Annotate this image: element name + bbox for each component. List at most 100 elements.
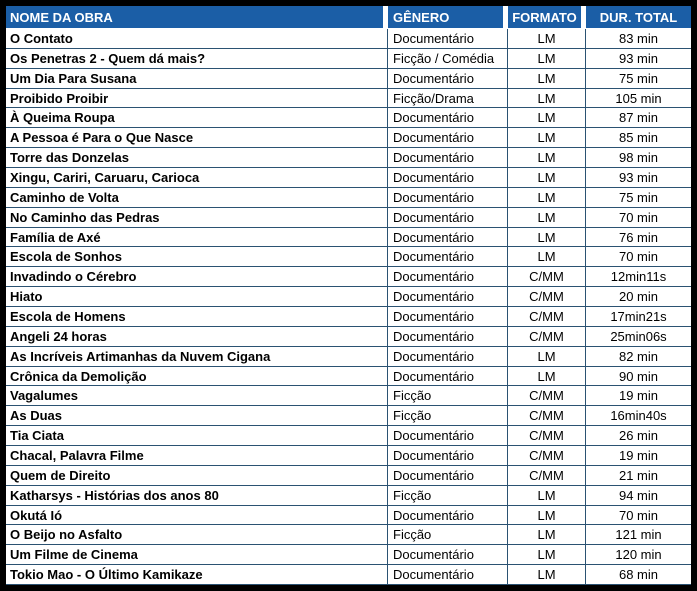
cell-duration: 121 min bbox=[586, 525, 691, 546]
cell-format: LM bbox=[508, 187, 586, 208]
cell-genre: Documentário bbox=[388, 307, 508, 327]
cell-genre: Documentário bbox=[388, 227, 508, 248]
cell-name: Angeli 24 horas bbox=[6, 326, 388, 347]
cell-format: C/MM bbox=[508, 287, 586, 308]
cell-genre: Documentário bbox=[388, 287, 508, 308]
cell-name: As Duas bbox=[6, 406, 388, 427]
cell-format: C/MM bbox=[508, 465, 586, 486]
cell-duration: 76 min bbox=[586, 228, 691, 248]
table-row: Quem de Direito Documentário C/MM 21 min bbox=[6, 465, 691, 486]
cell-format: LM bbox=[508, 29, 586, 49]
cell-name: Chacal, Palavra Filme bbox=[6, 446, 388, 466]
cell-genre: Ficção / Comédia bbox=[388, 48, 508, 69]
cell-genre: Ficção/Drama bbox=[388, 88, 508, 109]
cell-duration: 16min40s bbox=[586, 406, 691, 427]
cell-format: C/MM bbox=[508, 267, 586, 288]
cell-format: LM bbox=[508, 545, 586, 566]
table-row: Um Filme de Cinema Documentário LM 120 m… bbox=[6, 545, 691, 566]
table-row: As Duas Ficção C/MM 16min40s bbox=[6, 406, 691, 427]
cell-duration: 90 min bbox=[586, 367, 691, 387]
cell-format: C/MM bbox=[508, 386, 586, 407]
cell-duration: 83 min bbox=[586, 29, 691, 49]
cell-name: Tokio Mao - O Último Kamikaze bbox=[6, 565, 388, 585]
cell-format: LM bbox=[508, 207, 586, 228]
cell-format: LM bbox=[508, 505, 586, 526]
cell-genre: Documentário bbox=[388, 545, 508, 566]
table-row: As Incríveis Artimanhas da Nuvem Cigana … bbox=[6, 346, 691, 367]
cell-genre: Documentário bbox=[388, 168, 508, 188]
cell-format: LM bbox=[508, 108, 586, 129]
cell-format: LM bbox=[508, 346, 586, 367]
cell-duration: 105 min bbox=[586, 89, 691, 109]
cell-format: LM bbox=[508, 525, 586, 546]
cell-duration: 93 min bbox=[586, 49, 691, 69]
cell-format: C/MM bbox=[508, 326, 586, 347]
cell-name: As Incríveis Artimanhas da Nuvem Cigana bbox=[6, 346, 388, 367]
table-row: O Contato Documentário LM 83 min bbox=[6, 29, 691, 49]
cell-name: Invadindo o Cérebro bbox=[6, 267, 388, 288]
column-header-genero: GÊNERO bbox=[388, 6, 508, 28]
cell-genre: Documentário bbox=[388, 128, 508, 149]
cell-genre: Ficção bbox=[388, 406, 508, 427]
cell-name: Xingu, Cariri, Caruaru, Carioca bbox=[6, 168, 388, 188]
table-row: Família de Axé Documentário LM 76 min bbox=[6, 227, 691, 248]
cell-genre: Ficção bbox=[388, 485, 508, 506]
cell-format: LM bbox=[508, 128, 586, 149]
cell-name: Família de Axé bbox=[6, 227, 388, 248]
cell-name: Okutá Ió bbox=[6, 505, 388, 526]
cell-format: LM bbox=[508, 88, 586, 109]
cell-name: O Contato bbox=[6, 29, 388, 49]
table-row: Escola de Homens Documentário C/MM 17min… bbox=[6, 307, 691, 327]
cell-duration: 70 min bbox=[586, 208, 691, 228]
cell-format: C/MM bbox=[508, 446, 586, 466]
table-row: Katharsys - Histórias dos anos 80 Ficção… bbox=[6, 485, 691, 506]
cell-genre: Documentário bbox=[388, 565, 508, 585]
cell-duration: 70 min bbox=[586, 247, 691, 268]
table-row: Crônica da Demolição Documentário LM 90 … bbox=[6, 366, 691, 387]
table-body: O Contato Documentário LM 83 min Os Pene… bbox=[6, 29, 691, 585]
table-row: Tokio Mao - O Último Kamikaze Documentár… bbox=[6, 565, 691, 585]
cell-genre: Documentário bbox=[388, 267, 508, 288]
column-header-dur-total: DUR. TOTAL bbox=[586, 6, 691, 28]
table-row: Escola de Sonhos Documentário LM 70 min bbox=[6, 247, 691, 268]
cell-duration: 21 min bbox=[586, 466, 691, 486]
cell-genre: Documentário bbox=[388, 326, 508, 347]
cell-duration: 68 min bbox=[586, 565, 691, 585]
cell-format: LM bbox=[508, 168, 586, 188]
table-row: Um Dia Para Susana Documentário LM 75 mi… bbox=[6, 68, 691, 89]
cell-name: Katharsys - Histórias dos anos 80 bbox=[6, 485, 388, 506]
cell-genre: Documentário bbox=[388, 187, 508, 208]
cell-genre: Documentário bbox=[388, 446, 508, 466]
cell-genre: Ficção bbox=[388, 525, 508, 546]
cell-name: A Pessoa é Para o Que Nasce bbox=[6, 128, 388, 149]
cell-format: LM bbox=[508, 565, 586, 585]
cell-format: LM bbox=[508, 366, 586, 387]
cell-duration: 19 min bbox=[586, 446, 691, 466]
column-header-formato: FORMATO bbox=[508, 6, 586, 28]
cell-format: C/MM bbox=[508, 307, 586, 327]
cell-format: LM bbox=[508, 485, 586, 506]
table-row: Hiato Documentário C/MM 20 min bbox=[6, 287, 691, 308]
cell-name: Um Filme de Cinema bbox=[6, 545, 388, 566]
table-row: Xingu, Cariri, Caruaru, Carioca Document… bbox=[6, 168, 691, 188]
cell-duration: 87 min bbox=[586, 108, 691, 129]
cell-name: Proibido Proibir bbox=[6, 88, 388, 109]
cell-name: Quem de Direito bbox=[6, 465, 388, 486]
cell-name: No Caminho das Pedras bbox=[6, 207, 388, 228]
table-row: Tia Ciata Documentário C/MM 26 min bbox=[6, 426, 691, 447]
table-row: Proibido Proibir Ficção/Drama LM 105 min bbox=[6, 88, 691, 109]
cell-name: Hiato bbox=[6, 287, 388, 308]
cell-genre: Documentário bbox=[388, 247, 508, 268]
cell-duration: 25min06s bbox=[586, 327, 691, 347]
cell-format: LM bbox=[508, 68, 586, 89]
cell-genre: Documentário bbox=[388, 505, 508, 526]
table-row: A Pessoa é Para o Que Nasce Documentário… bbox=[6, 128, 691, 149]
cell-name: Vagalumes bbox=[6, 386, 388, 407]
cell-duration: 19 min bbox=[586, 386, 691, 407]
cell-name: Tia Ciata bbox=[6, 426, 388, 447]
cell-name: Um Dia Para Susana bbox=[6, 68, 388, 89]
cell-duration: 82 min bbox=[586, 347, 691, 367]
cell-duration: 75 min bbox=[586, 69, 691, 89]
cell-duration: 75 min bbox=[586, 188, 691, 208]
table-row: Vagalumes Ficção C/MM 19 min bbox=[6, 386, 691, 407]
